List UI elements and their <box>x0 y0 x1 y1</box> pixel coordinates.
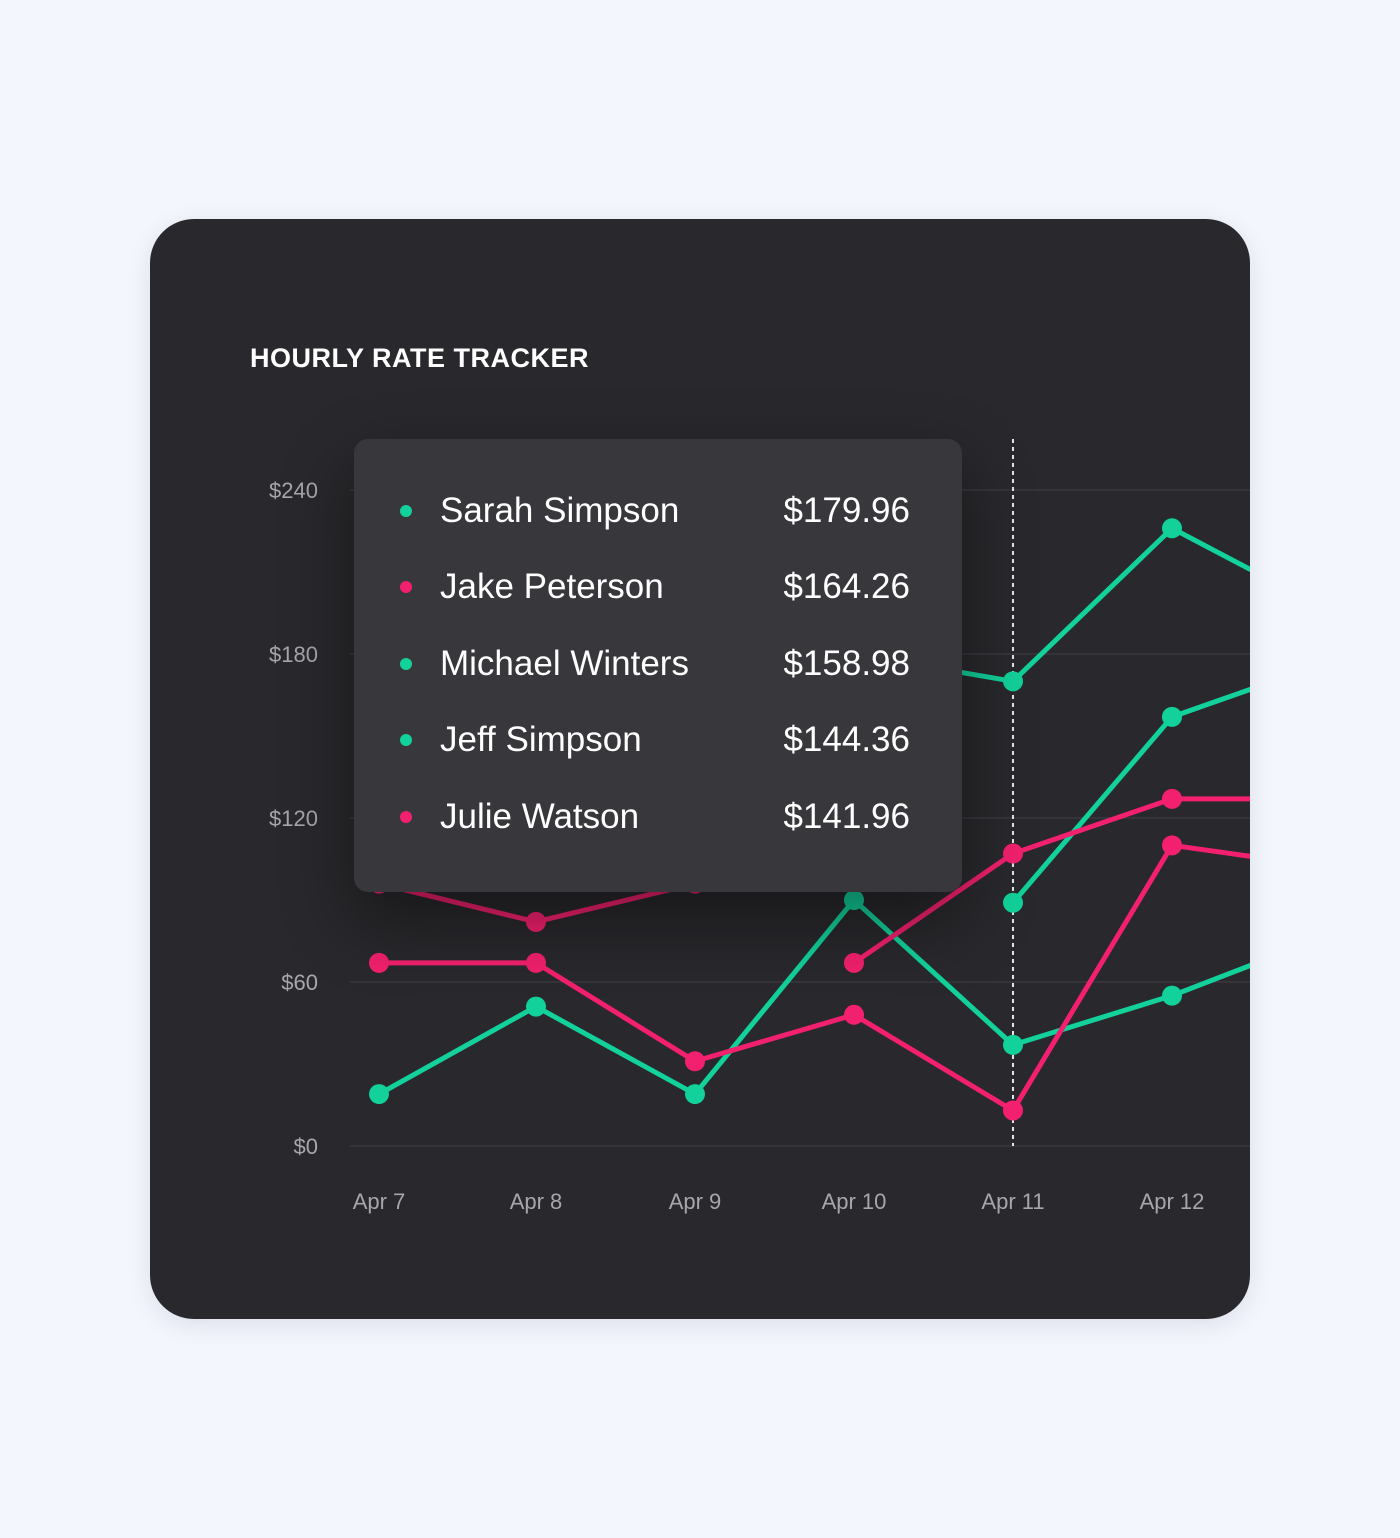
data-point <box>1162 706 1182 727</box>
series-line <box>851 796 1250 966</box>
data-point <box>369 1084 389 1105</box>
data-point <box>1003 671 1023 692</box>
legend-dot-icon <box>400 734 412 746</box>
series-line <box>1010 687 1250 906</box>
x-tick-label: Apr 12 <box>1140 1189 1205 1214</box>
data-point <box>369 952 389 973</box>
tooltip-row: Jake Peterson $164.26 <box>400 562 910 612</box>
legend-dot-icon <box>400 505 412 517</box>
tooltip-name: Sarah Simpson <box>440 491 680 530</box>
legend-dot-icon <box>400 581 412 593</box>
data-point <box>1003 1100 1023 1121</box>
tooltip-value: $158.98 <box>783 644 910 683</box>
data-point <box>1003 843 1023 864</box>
tooltip-row: Jeff Simpson $144.36 <box>400 715 910 765</box>
data-point <box>1162 835 1182 856</box>
y-axis-ticks: $0 $60 $120 $180 $240 <box>269 478 318 1159</box>
data-point <box>526 952 546 973</box>
data-point <box>526 996 546 1017</box>
tooltip-name: Julie Watson <box>440 797 640 836</box>
data-point <box>844 952 864 973</box>
data-point <box>1003 1034 1023 1055</box>
tooltip-value: $164.26 <box>783 567 910 606</box>
y-tick-label: $120 <box>269 806 318 831</box>
chart-card: HOURLY RATE TRACKER $0 $60 $120 $180 $240 Ap… <box>150 219 1250 1319</box>
x-tick-label: Apr 7 <box>353 1189 406 1214</box>
x-axis-ticks: Apr 7 Apr 8 Apr 9 Apr 10 Apr 11 Apr 12 <box>353 1189 1205 1214</box>
tooltip-name: Jeff Simpson <box>440 720 642 759</box>
data-point <box>844 1004 864 1025</box>
data-point <box>1162 985 1182 1006</box>
hover-tooltip: Sarah Simpson $179.96 Jake Peterson $164… <box>354 439 962 892</box>
tooltip-row: Julie Watson $141.96 <box>400 792 910 842</box>
legend-dot-icon <box>400 658 412 670</box>
tooltip-value: $141.96 <box>783 797 910 836</box>
y-tick-label: $240 <box>269 478 318 503</box>
x-tick-label: Apr 9 <box>669 1189 722 1214</box>
data-point <box>1162 518 1182 539</box>
y-tick-label: $180 <box>269 642 318 667</box>
tooltip-name: Michael Winters <box>440 644 689 683</box>
data-point <box>685 1084 705 1105</box>
x-tick-label: Apr 11 <box>981 1189 1044 1214</box>
y-tick-label: $0 <box>294 1134 318 1159</box>
tooltip-row: Sarah Simpson $179.96 <box>400 486 910 536</box>
data-point <box>1162 788 1182 809</box>
chart-title: HOURLY RATE TRACKER <box>250 343 590 373</box>
data-point <box>526 911 546 932</box>
x-tick-label: Apr 10 <box>822 1189 887 1214</box>
data-point <box>685 1051 705 1072</box>
data-point <box>844 890 864 910</box>
x-tick-label: Apr 8 <box>510 1189 563 1214</box>
tooltip-name: Jake Peterson <box>440 567 664 606</box>
y-tick-label: $60 <box>281 970 318 995</box>
data-point <box>1003 892 1023 913</box>
tooltip-row: Michael Winters $158.98 <box>400 639 910 689</box>
legend-dot-icon <box>400 811 412 823</box>
tooltip-value: $144.36 <box>783 720 910 759</box>
tooltip-value: $179.96 <box>783 491 910 530</box>
